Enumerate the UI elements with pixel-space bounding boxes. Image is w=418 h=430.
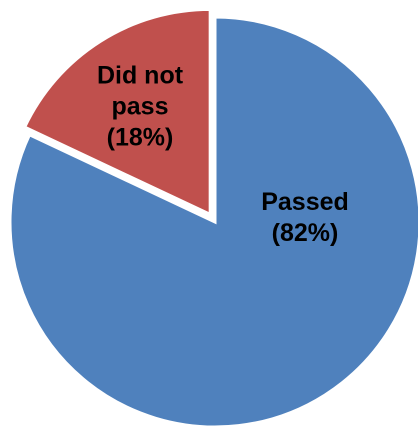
category-label: Passed	[261, 188, 349, 216]
pie-slice	[22, 7, 212, 217]
value-label: (82%)	[271, 219, 339, 247]
slice-label: Did not pass (18%)	[88, 61, 193, 154]
category-label: Did not pass	[96, 61, 184, 121]
slice-label: Passed (82%)	[235, 187, 375, 249]
value-label: (18%)	[106, 123, 174, 152]
pie-slice	[8, 15, 418, 429]
